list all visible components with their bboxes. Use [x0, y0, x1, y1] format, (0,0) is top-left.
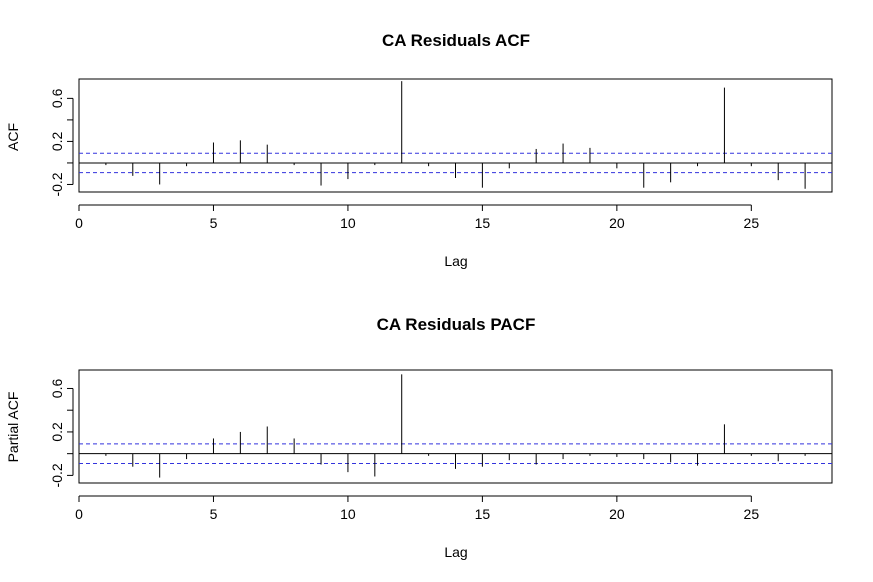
acf-x-tick-label: 10: [340, 215, 356, 231]
pacf-x-tick-label: 0: [75, 506, 83, 522]
pacf-y-tick-label: -0.2: [49, 463, 65, 487]
acf-x-tick-label: 25: [744, 215, 760, 231]
pacf-y-tick-label: 0.2: [49, 422, 65, 442]
acf-x-tick-label: 15: [475, 215, 491, 231]
acf-title: CA Residuals ACF: [382, 31, 530, 50]
acf-panel: CA Residuals ACF Lag ACF 0 5 10 15 20 25-0.20…: [5, 31, 832, 269]
acf-y-tick-label: 0.6: [49, 88, 65, 108]
pacf-marks: 0 5 10 15 20 25 -0.2 0.2 0.6: [49, 374, 832, 522]
pacf-x-tick-label: 25: [744, 506, 760, 522]
acf-ylabel: ACF: [5, 123, 21, 151]
pacf-x-tick-label: 5: [210, 506, 218, 522]
pacf-xlabel: Lag: [444, 544, 467, 560]
acf-x-tick-label: 0: [75, 215, 83, 231]
acf-y-tick-label: -0.2: [49, 172, 65, 196]
pacf-x-tick-label: 15: [475, 506, 491, 522]
acf-y-tick-label: 0.2: [49, 131, 65, 151]
pacf-y-tick-label: 0.6: [49, 379, 65, 399]
pacf-ylabel: Partial ACF: [5, 392, 21, 463]
pacf-title: CA Residuals PACF: [377, 315, 536, 334]
acf-marks: 0 5 10 15 20 25 -0.2 0.2 0.6: [49, 81, 832, 231]
acf-x-tick-label: 5: [210, 215, 218, 231]
pacf-panel: CA Residuals PACF Lag Partial ACF 0 5 10 15…: [5, 315, 832, 560]
pacf-x-tick-label: 20: [609, 506, 625, 522]
pacf-x-tick-label: 10: [340, 506, 356, 522]
acf-xlabel: Lag: [444, 253, 467, 269]
acf-x-tick-label: 20: [609, 215, 625, 231]
